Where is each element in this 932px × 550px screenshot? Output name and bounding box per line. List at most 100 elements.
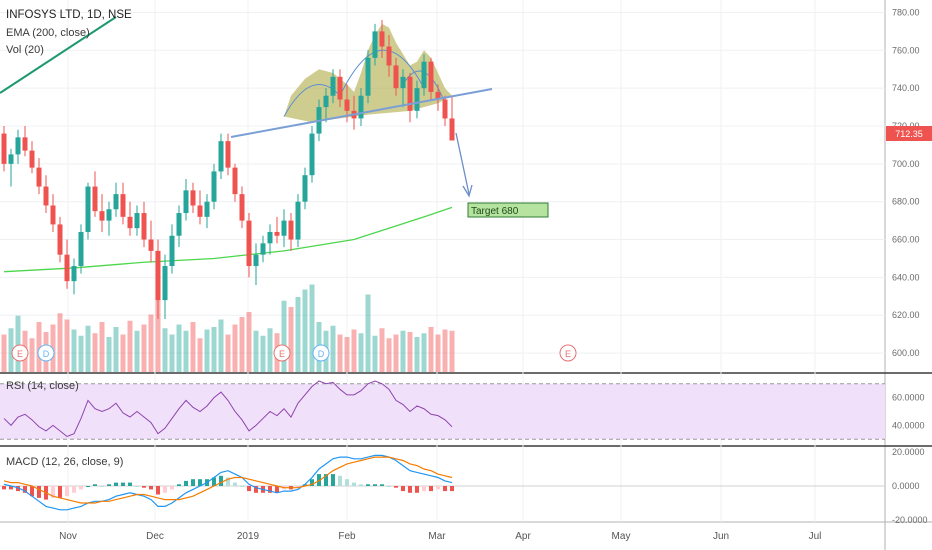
volume-bar — [99, 322, 105, 372]
volume-bar — [232, 324, 238, 372]
candle-body — [288, 220, 294, 240]
projection-arrow-line[interactable] — [455, 132, 470, 195]
candle-body — [449, 118, 455, 141]
volume-bar — [414, 337, 420, 372]
earnings-marker-icon[interactable] — [559, 344, 577, 362]
candle-body — [246, 220, 252, 267]
volume-bar — [134, 330, 140, 372]
volume-bar — [141, 324, 147, 372]
dividend-marker-icon[interactable] — [37, 344, 55, 362]
earnings-marker-icon[interactable] — [11, 344, 29, 362]
time-tick-label: Jul — [809, 531, 822, 542]
volume-bar — [1, 334, 7, 372]
macd-histogram-bar — [72, 486, 76, 493]
target-label: Target 680 — [471, 206, 519, 217]
macd-histogram-bar — [359, 484, 363, 486]
volume-bar — [190, 322, 196, 372]
macd-histogram-bar — [338, 475, 342, 486]
price-tick-label: 740.00 — [892, 83, 920, 93]
volume-bar — [239, 317, 245, 372]
macd-histogram-bar — [100, 486, 104, 487]
candle-body — [407, 76, 413, 111]
volume-bar — [449, 330, 455, 372]
volume-bar — [218, 319, 224, 372]
volume-bar — [225, 334, 231, 372]
candle-body — [50, 205, 56, 225]
volume-bar — [253, 330, 259, 372]
ema-indicator-label[interactable]: EMA (200, close) — [6, 27, 90, 39]
macd-histogram-bar — [37, 486, 41, 498]
price-tick-label: 600.00 — [892, 348, 920, 358]
macd-histogram-bar — [317, 474, 321, 486]
volume-bar — [148, 314, 154, 372]
symbol-title: INFOSYS LTD, 1D, NSE — [6, 9, 132, 21]
macd-histogram-bar — [198, 479, 202, 486]
volume-bar — [421, 333, 427, 372]
dividend-marker-icon[interactable] — [312, 344, 330, 362]
candle-body — [57, 224, 63, 255]
candle-body — [323, 95, 329, 108]
macd-histogram-bar — [401, 486, 405, 492]
event-marker-letter: E — [565, 349, 571, 359]
volume-bar — [365, 294, 371, 372]
macd-histogram-bar — [170, 486, 174, 490]
rsi-indicator-label[interactable]: RSI (14, close) — [6, 380, 79, 392]
candle-body — [169, 235, 175, 267]
last-price-label: 712.35 — [895, 129, 923, 139]
macd-histogram-bar — [310, 479, 314, 486]
macd-histogram-bar — [79, 486, 83, 490]
candle-body — [8, 154, 14, 164]
macd-histogram-bar — [51, 486, 55, 498]
time-tick-label: Apr — [515, 531, 531, 542]
volume-bar — [267, 328, 273, 372]
earnings-marker-icon[interactable] — [273, 344, 291, 362]
macd-histogram-bar — [93, 484, 97, 486]
candle-body — [204, 201, 210, 217]
candle-body — [421, 61, 427, 89]
candle-body — [442, 99, 448, 119]
candle-body — [295, 201, 301, 240]
candle-body — [428, 61, 434, 92]
target-box[interactable] — [467, 202, 549, 218]
volume-bar — [106, 337, 112, 372]
candle-body — [274, 231, 280, 236]
candle-body — [64, 254, 70, 282]
macd-histogram-bar — [135, 486, 139, 487]
volume-bar — [162, 328, 168, 372]
volume-indicator-label[interactable]: Vol (20) — [6, 44, 44, 56]
volume-bar — [92, 333, 98, 372]
price-tick-label: 660.00 — [892, 235, 920, 245]
volume-bar — [29, 338, 35, 372]
macd-histogram-bar — [212, 477, 216, 486]
neckline[interactable] — [230, 88, 493, 138]
macd-tick-label: 20.0000 — [892, 447, 925, 457]
trendline[interactable] — [0, 16, 117, 94]
macd-histogram-bar — [366, 484, 370, 486]
projection-arrow-head[interactable] — [462, 184, 473, 198]
candle-body — [78, 231, 84, 267]
macd-histogram-bar — [2, 486, 6, 490]
time-tick-label: Jun — [713, 531, 729, 542]
macd-histogram-bar — [65, 486, 69, 497]
volume-bar — [211, 327, 217, 372]
volume-bar — [407, 332, 413, 372]
drawings[interactable] — [0, 16, 493, 198]
macd-histogram-bar — [408, 486, 412, 493]
volume-bar — [330, 325, 336, 372]
macd-histogram-bar — [226, 477, 230, 486]
time-tick-label: Nov — [59, 531, 77, 542]
candle-body — [225, 141, 231, 168]
volume-bar — [85, 325, 91, 372]
volume-bar — [344, 337, 350, 372]
volume-bar — [358, 333, 364, 372]
candle-body — [253, 254, 259, 267]
macd-histogram-bar — [324, 474, 328, 486]
volume-bar — [57, 313, 63, 372]
macd-histogram-bar — [121, 482, 125, 486]
macd-histogram-bar — [247, 486, 251, 492]
macd-indicator-label[interactable]: MACD (12, 26, close, 9) — [6, 456, 124, 468]
macd-histogram-bar — [16, 486, 20, 492]
last-price-tag — [886, 126, 932, 141]
